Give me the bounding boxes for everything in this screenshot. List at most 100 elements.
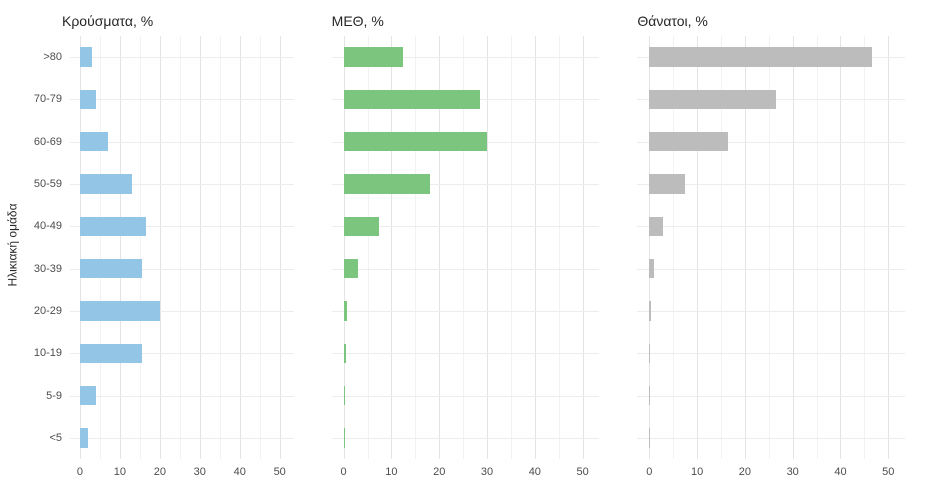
gridline-horizontal	[70, 310, 294, 312]
panel-main: 0 10 20 30 40 50	[331, 36, 600, 483]
gridline-minor	[510, 36, 512, 459]
gridline-horizontal	[70, 395, 294, 397]
panel-title: ΜΕΘ, %	[331, 13, 384, 29]
x-axis: 0 10 20 30 40 50	[637, 459, 905, 483]
gridline-major	[534, 36, 536, 459]
x-tick-label: 40	[528, 466, 541, 478]
x-tick-label: 50	[576, 466, 589, 478]
x-tick-label: 40	[834, 466, 847, 478]
y-tick-label: 20-29	[33, 304, 62, 317]
y-axis-title-column: Ηλικιακή ομάδα	[0, 0, 26, 489]
x-axis: 0 10 20 30 40 50	[332, 459, 600, 483]
x-tick-label: 30	[193, 466, 206, 478]
gridline-minor	[259, 36, 261, 459]
panel-main: 0 10 20 30 40 50	[637, 36, 906, 483]
bar-40-49	[79, 216, 146, 237]
gridline-major	[487, 36, 489, 459]
bar-70-79	[649, 89, 776, 110]
plot-area	[637, 36, 906, 459]
x-tick-label: 10	[113, 466, 127, 478]
panel-title: Θάνατοι, %	[637, 13, 708, 29]
bar-30-39	[649, 258, 655, 279]
gridline-horizontal	[70, 141, 294, 143]
gridline-horizontal	[637, 268, 906, 270]
gridline-minor	[179, 36, 181, 459]
bar-30-39	[343, 258, 358, 279]
gridline-horizontal	[637, 353, 906, 355]
gridline-minor	[864, 36, 866, 459]
gridline-minor	[463, 36, 465, 459]
gridline-horizontal	[637, 141, 906, 143]
gridline-horizontal	[331, 184, 600, 186]
gridline-horizontal	[70, 437, 294, 439]
x-tick-label: 40	[233, 466, 246, 478]
bar-60-69	[79, 132, 108, 152]
gridline-minor	[720, 36, 722, 459]
x-tick-label: 50	[882, 466, 895, 478]
gridline-minor	[139, 36, 141, 459]
bar-5-9	[343, 385, 345, 406]
gridline-major	[792, 36, 794, 459]
y-tick-label: 40-49	[33, 220, 62, 233]
gridline-minor	[415, 36, 417, 459]
gridline-horizontal	[331, 268, 600, 270]
bar-50-59	[79, 174, 132, 194]
bar-70-79	[343, 89, 480, 110]
bar-10-19	[343, 343, 346, 363]
x-tick-label: 30	[480, 466, 494, 478]
gridline-major	[697, 36, 699, 459]
gridline-major	[239, 36, 241, 459]
x-tick-label: 0	[340, 466, 347, 478]
bar-60-69	[343, 132, 487, 152]
bar-10-19	[649, 343, 651, 363]
y-axis-title: Ηλικιακή ομάδα	[6, 202, 20, 287]
gridline-major	[582, 36, 584, 459]
gridline-minor	[99, 36, 101, 459]
gridline-major	[840, 36, 842, 459]
x-tick-label: 10	[385, 466, 398, 478]
gridline-minor	[367, 36, 369, 459]
gridline-horizontal	[331, 437, 600, 439]
panel-2: ΜΕΘ, % 0 10 20 30 40 50	[331, 0, 638, 489]
bar-40-49	[343, 216, 380, 237]
x-tick-label: 10	[690, 466, 704, 478]
bar-50-59	[649, 174, 686, 194]
gridline-major	[888, 36, 890, 459]
bar-30-39	[79, 258, 142, 279]
gridline-major	[159, 36, 161, 459]
x-tick-label: 0	[76, 466, 84, 478]
plot-area-wrap: 0 10 20 30 40 50	[637, 36, 906, 483]
bar-20-29	[343, 301, 348, 321]
y-tick-label: 30-39	[33, 262, 62, 275]
gridline-minor	[558, 36, 560, 459]
bar->80	[343, 47, 404, 67]
bar-<5	[343, 428, 345, 448]
y-tick-label: 5-9	[46, 389, 62, 402]
gridline-major	[119, 36, 121, 459]
gridline-major	[199, 36, 201, 459]
bar-<5	[79, 428, 88, 448]
gridline-minor	[768, 36, 770, 459]
gridline-horizontal	[70, 184, 294, 186]
plot-area-wrap: 0 10 20 30 40 50	[70, 36, 294, 483]
gridline-horizontal	[331, 226, 600, 228]
x-tick-label: 20	[738, 466, 751, 478]
bar-40-49	[649, 216, 663, 237]
gridline-major	[343, 36, 345, 459]
chart-panels: Κρούσματα, % >80 70-79 60-69 50-59 40-49 30-39…	[26, 0, 943, 489]
y-tick-label: 60-69	[33, 135, 62, 148]
bar-<5	[649, 428, 651, 448]
gridline-horizontal	[331, 353, 600, 355]
bar->80	[649, 47, 872, 67]
panel-title: Κρούσματα, %	[62, 13, 154, 29]
x-tick-label: 20	[153, 466, 166, 478]
gridline-horizontal	[637, 226, 906, 228]
panel-1: Κρούσματα, % >80 70-79 60-69 50-59 40-49 30-39…	[26, 0, 332, 489]
gridline-minor	[219, 36, 221, 459]
bar->80	[79, 47, 92, 67]
plot-area-wrap: 0 10 20 30 40 50	[331, 36, 600, 483]
gridline-horizontal	[331, 310, 600, 312]
gridline-horizontal	[637, 437, 906, 439]
y-tick-label: <5	[49, 431, 62, 444]
